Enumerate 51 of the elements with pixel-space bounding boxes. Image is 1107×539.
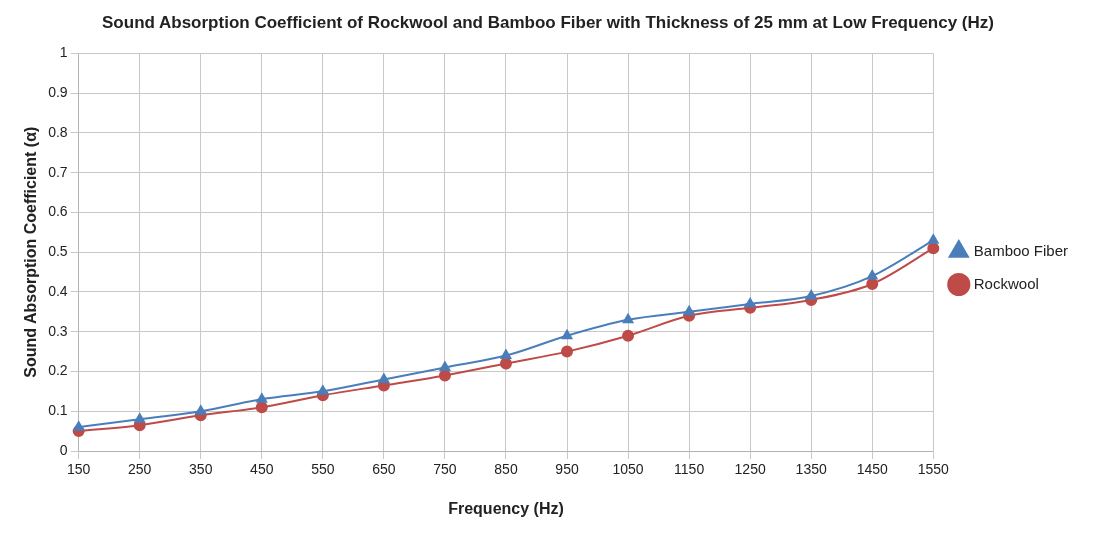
point (561, 329, 573, 340)
point (439, 361, 451, 371)
point (927, 234, 939, 244)
point (500, 349, 512, 360)
y-tick-label: 0.1 (48, 402, 68, 419)
point (805, 289, 817, 300)
point (744, 297, 756, 308)
chart-title: Sound Absorption Coefficient of Rockwool and Bamboo Fiber with Thickness of 25 mm at Low Frequency (Hz) (102, 12, 994, 32)
y-tick-label: 0.8 (48, 123, 68, 140)
point (255, 401, 268, 414)
x-axis-title: Frequency (Hz) (448, 499, 564, 517)
point (866, 270, 878, 280)
y-axis-title: Sound Absorption Coefficient (α) (22, 126, 40, 378)
legend-label: Bamboo Fiber (973, 241, 1069, 259)
x-tick-label: 850 (494, 461, 518, 478)
x-tick-label: 1050 (612, 461, 644, 478)
point (195, 405, 207, 415)
y-tick-label: 1 (59, 44, 68, 61)
x-tick-label: 1250 (734, 461, 766, 478)
x-tick-label: 250 (128, 461, 152, 478)
point (134, 413, 146, 423)
x-tick-label: 150 (66, 461, 91, 478)
x-tick-label: 350 (189, 461, 213, 478)
y-tick-label: 0.2 (48, 362, 68, 379)
x-tick-label: 450 (250, 461, 274, 478)
legend-label: Rockwool (973, 274, 1039, 292)
y-tick-label: 0.5 (48, 243, 68, 260)
x-tick-label: 1550 (917, 461, 950, 478)
point (73, 421, 84, 431)
x-tick-label: 550 (311, 461, 335, 478)
x-tick-label: 650 (372, 461, 396, 478)
y-tick-label: 0 (59, 441, 68, 458)
point (378, 373, 390, 383)
point (866, 278, 879, 291)
point (622, 329, 635, 342)
point (561, 345, 574, 358)
y-tick-label: 0.4 (48, 282, 68, 299)
x-tick-label: 750 (433, 461, 457, 478)
x-tick-label: 1350 (795, 461, 827, 478)
y-tick-label: 0.7 (48, 163, 68, 180)
point (683, 305, 695, 316)
y-tick-label: 0.3 (48, 322, 68, 339)
x-tick-label: 950 (555, 461, 579, 478)
x-tick-label: 1150 (674, 461, 705, 478)
y-tick-label: 0.9 (48, 84, 68, 101)
point (927, 242, 940, 255)
y-tick-label: 0.6 (48, 203, 68, 220)
x-tick-label: 1450 (856, 461, 889, 478)
point (256, 393, 268, 403)
point (317, 385, 329, 395)
point (622, 313, 634, 324)
